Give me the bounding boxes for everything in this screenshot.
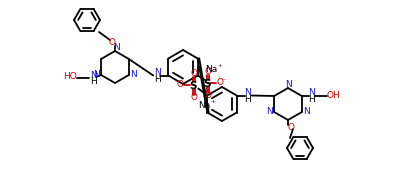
Text: Na: Na [198, 101, 211, 110]
Text: O: O [204, 91, 211, 100]
Text: ⁺: ⁺ [210, 99, 215, 108]
Text: OH: OH [327, 90, 341, 99]
Text: N: N [113, 42, 119, 51]
Text: ⁻: ⁻ [174, 78, 178, 87]
Text: H: H [244, 94, 251, 104]
Text: N: N [130, 69, 137, 78]
Text: N: N [304, 106, 310, 116]
Text: H: H [90, 77, 96, 86]
Text: ⁺: ⁺ [217, 63, 222, 72]
Text: O: O [216, 78, 223, 87]
Text: O: O [204, 67, 211, 76]
Text: ⁻: ⁻ [222, 76, 226, 85]
Text: O: O [177, 80, 184, 89]
Text: HO: HO [63, 72, 77, 80]
Text: O: O [288, 123, 294, 132]
Text: O: O [191, 93, 198, 102]
Text: S: S [190, 80, 197, 90]
Text: N: N [90, 71, 96, 79]
Text: N: N [308, 88, 315, 97]
Text: S: S [203, 78, 210, 89]
Text: O: O [191, 69, 198, 78]
Text: O: O [108, 37, 116, 46]
Text: N: N [93, 69, 100, 78]
Text: H: H [154, 74, 161, 83]
Text: N: N [266, 106, 272, 116]
Text: N: N [286, 79, 292, 89]
Text: H: H [308, 95, 315, 104]
Text: N: N [244, 88, 251, 96]
Text: Na: Na [205, 65, 218, 74]
Text: N: N [154, 67, 161, 77]
